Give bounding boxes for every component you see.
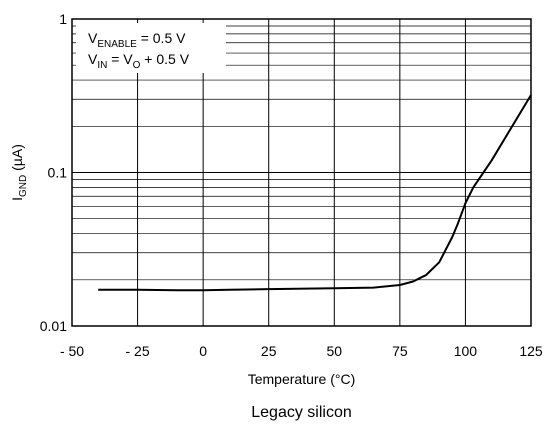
- x-tick-labels: - 50 - 25 0 25 50 75 100 125: [60, 343, 543, 359]
- x-tick-label: 125: [519, 343, 543, 359]
- y-tick-label: 1: [59, 11, 67, 27]
- y-tick-label: 0.01: [40, 318, 67, 334]
- x-tick-label: 75: [392, 343, 408, 359]
- x-tick-label: 100: [454, 343, 478, 359]
- y-tick-label: 0.1: [48, 165, 68, 181]
- x-tick-label: 50: [326, 343, 342, 359]
- x-tick-label: - 25: [126, 343, 150, 359]
- x-tick-label: 0: [199, 343, 207, 359]
- annotation-background: [76, 23, 226, 73]
- series-line: [98, 94, 532, 292]
- y-axis-label: IGND (µA): [9, 144, 29, 201]
- x-tick-label: 25: [261, 343, 277, 359]
- annotation-text: VIN = VO + 0.5 V: [88, 51, 190, 71]
- plot-frame: [71, 18, 532, 327]
- annotation-text: VENABLE = 0.5 V: [88, 30, 186, 50]
- chart-caption: Legacy silicon: [251, 404, 352, 421]
- x-tick-label: - 50: [60, 343, 84, 359]
- y-axis-label-main: I: [9, 197, 25, 201]
- y-axis-label-sub: GND: [18, 175, 29, 197]
- y-axis-label-unit: (µA): [9, 144, 25, 175]
- y-tick-labels: 0.01 0.1 1: [40, 11, 67, 334]
- x-axis-label: Temperature (°C): [248, 371, 356, 387]
